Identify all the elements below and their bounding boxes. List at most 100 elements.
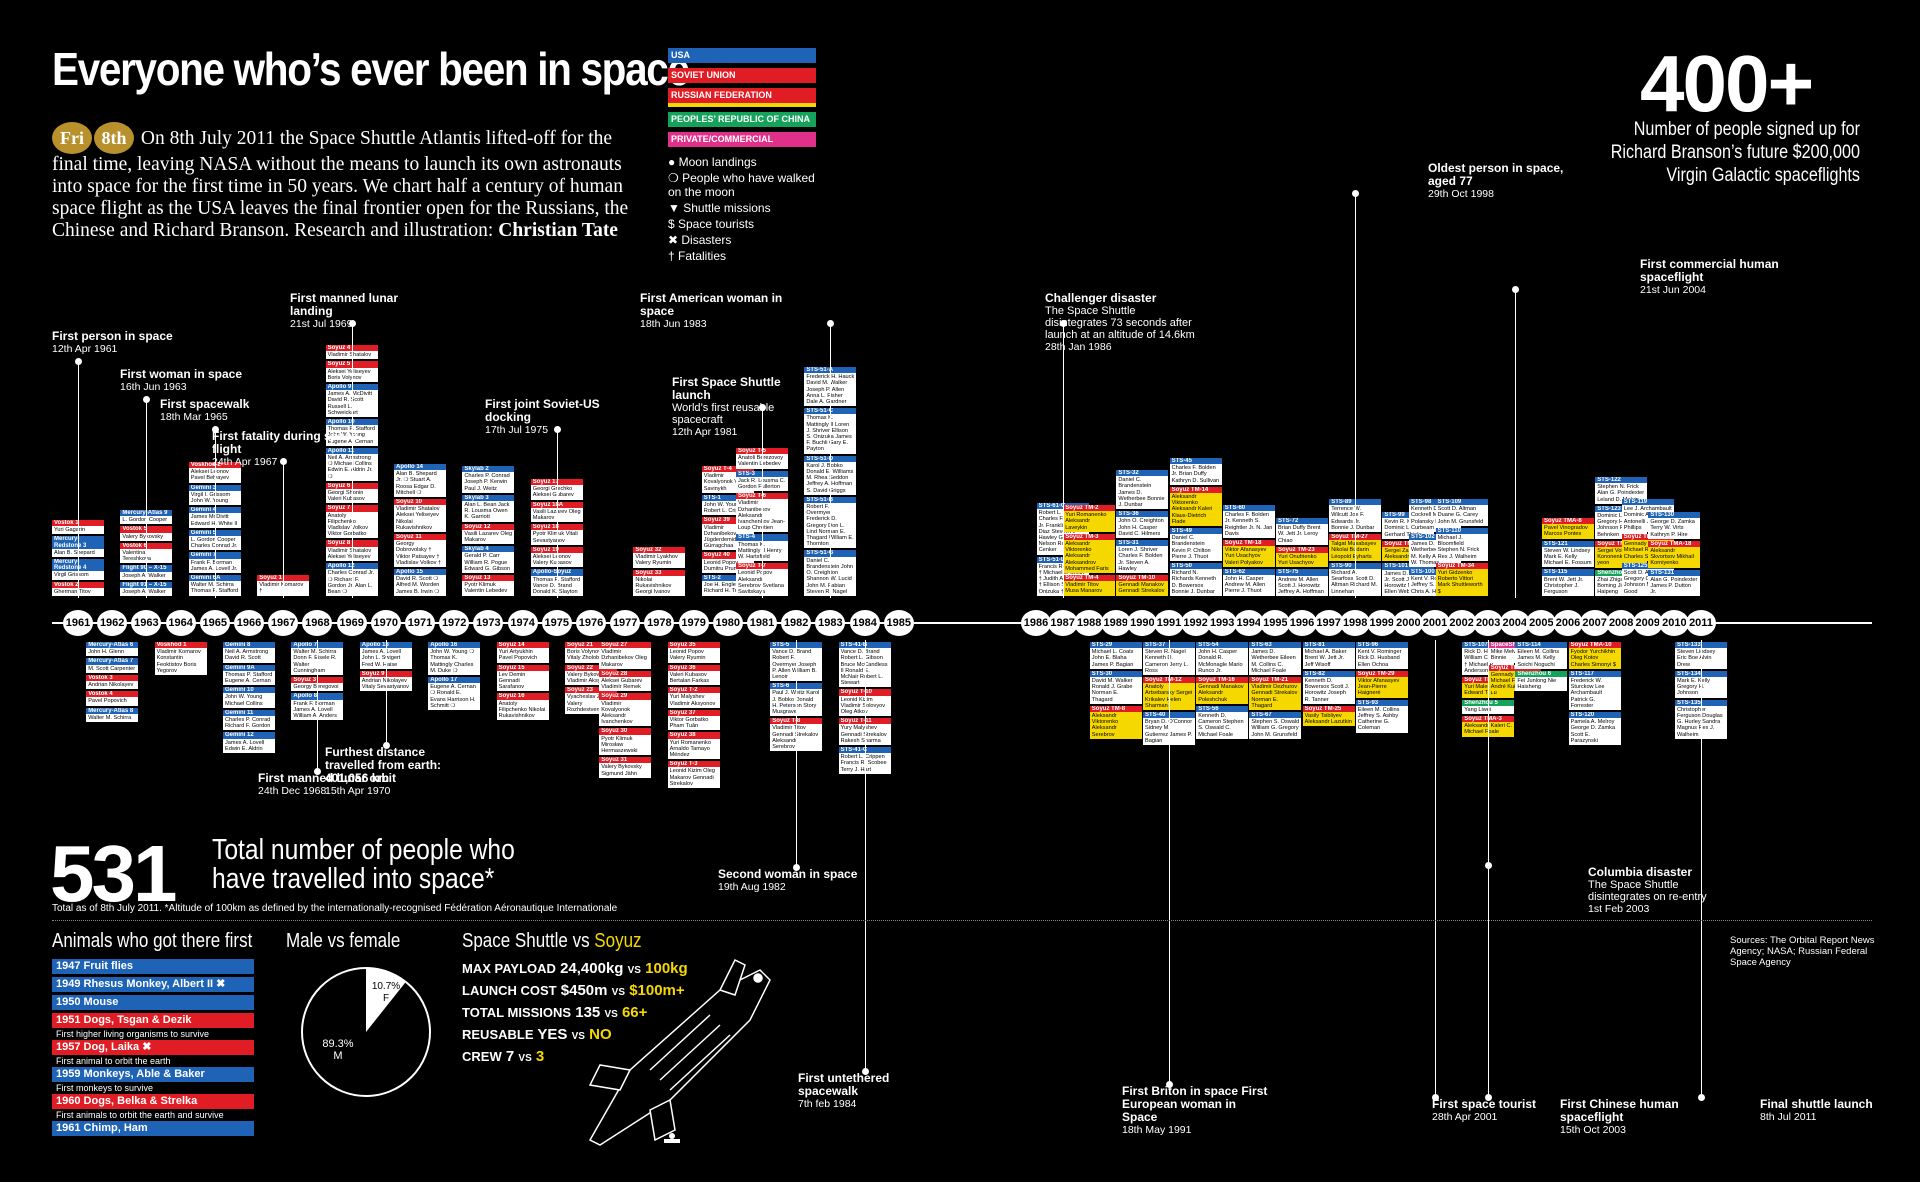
mission-name: Skylab 4 [462, 546, 515, 553]
legend-symbol: $ Space tourists [668, 217, 755, 231]
stat-531-note: Total as of 8th July 2011. *Altitude of … [52, 903, 618, 914]
crew-names: Aleksandr Viktorenko Aleksandr Aleksandr… [1065, 541, 1109, 572]
mission-name: STS-93 [1355, 699, 1408, 706]
mission-name: STS-36 [1116, 511, 1169, 518]
crew-names: Aleksei Gubarev Vladimír Remek [601, 678, 643, 691]
crew-names: Michael A. Baker Brent W. Jett Jr. Jeff … [1304, 649, 1347, 668]
mission-name: Soyuz TM-3 [1063, 533, 1116, 541]
mission-cell: STS-63 James D. Wetherbee Eileen M. Colli… [1249, 642, 1302, 676]
animals-heading: Animals who got there first [52, 930, 253, 952]
milestone-dot [1485, 1094, 1493, 1101]
crew-names: Nikolai Rukavishnikov Georgi Ivanov [635, 576, 672, 596]
mission-column: STS-109 Scott D. Altman Duane G. Carey Jo… [1435, 499, 1488, 598]
year-marker: 1977 [610, 610, 641, 636]
legend-symbol: ❍ People who have walked on the moon [668, 171, 815, 199]
milestone-subtitle: World’s first reusable spacecraft [672, 402, 775, 426]
milestone-leader-line [1169, 640, 1170, 1085]
crew-names: Frank F. Borman James A. Lovell William … [293, 700, 337, 720]
milestone-dot [1166, 1081, 1173, 1088]
milestone-date: 8th Jul 2011 [1760, 1111, 1817, 1123]
crew-names: Georgy Dobrovolsky † Viktor Patsayev † V… [396, 541, 442, 566]
crew-names: Richard A. Searfoss Scott D. Altman Rich… [1331, 570, 1378, 595]
comparison-label: TOTAL MISSIONS [462, 1005, 572, 1020]
milestone-second-woman: Second woman in space 19th Aug 1982 [718, 868, 868, 893]
mission-column: Soyuz 32 Vladimir Lyakhov Valery Ryumin So… [633, 547, 686, 598]
animal-row: 1961 Chimp, Ham [52, 1121, 254, 1136]
animal-row: 1957 Dog, Laika ✖ [52, 1040, 254, 1055]
milestone-title: First Briton in space First European wom… [1122, 1084, 1268, 1124]
year-marker: 1974 [507, 610, 538, 636]
crew-names: Thomas P. Stafford Eugene A. Cernan [225, 671, 273, 685]
crew-names: Yuri Malyshev Vladimir Aksyonov [669, 694, 716, 707]
mission-cell: STS-45 Charles F. Bolden Jr. Brian Duffy … [1169, 458, 1222, 485]
mission-cell: Shenzhou 6 Fei Junlong Nie Haisheng [1515, 670, 1568, 692]
legend-band: USA [668, 48, 816, 63]
crew-names: Stephen S. Oswald William G. Gregory Joh… [1251, 719, 1300, 738]
intro-credit: Christian Tate [498, 220, 618, 241]
crew-names: Gennadi Manakov Aleksandr Poleshchuk [1198, 684, 1244, 703]
year-marker: 1973 [473, 610, 504, 636]
milestone-title: First woman in space [120, 367, 243, 381]
mission-cell: Soyuz 36 Valeri Kubasov Bertalan Farkas [667, 664, 720, 686]
crew-names: Pamela A. Melroy George D. Zamka Scott E… [1570, 719, 1616, 744]
milestone-leader-line [385, 640, 387, 746]
crew-names: Charles P. Conrad Joseph P. Kerwin Paul … [464, 473, 510, 492]
year-marker: 1986 [1021, 610, 1051, 636]
mission-cell: STS-36 John O. Creighton John H. Casper D… [1116, 511, 1169, 539]
milestone-first-soviet-us: First joint Soviet-US docking 17th Jul 19… [485, 398, 635, 436]
year-marker: 1990 [1127, 610, 1158, 636]
mission-cell: Soyuz T-3 Leonid Kizim Oleg Makarov Genna… [667, 761, 720, 789]
mission-name: Voskhod 1 [154, 642, 207, 649]
year-marker: 1981 [747, 610, 777, 636]
milestone-date: 18th Mar 1965 [160, 411, 228, 423]
crew-names: Charles P. Conrad Richard F. Gordon [225, 717, 271, 730]
milestone-title: First commercial human spaceflight [1640, 257, 1779, 284]
mission-name: Apollo 17 [428, 677, 481, 684]
mission-name: Soyuz TM-16 [1196, 677, 1249, 684]
stat-400-text: Number of people signed up for Richard B… [1610, 119, 1860, 186]
crew-names: Daniel C. Brandenstein John O. Creighton… [806, 557, 854, 595]
milestone-first-commercial: First commercial human spaceflight 21st J… [1640, 258, 1790, 296]
year-marker: 1988 [1074, 610, 1105, 636]
crew-names: Thomas K. Mattingly II Henry W. Hartsfie… [738, 541, 782, 561]
crew-names: Frank F. Borman James A. Lovell Jr. [190, 559, 238, 572]
crew-names: Kevin R. Kregel Dominic L. Gorie Gerhard… [1384, 519, 1427, 538]
mission-name: STS-1 [701, 494, 754, 502]
mission-cell: Skylab 3 Alan L. Bean Jack R. Lousma Owen… [462, 494, 515, 522]
mission-cell: STS-29 Michael L. Coats John E. Blaha Jam… [1089, 642, 1142, 669]
year-marker: 1994 [1233, 610, 1264, 636]
crew-names: Michael J. Bloomfield Stephen N. Frick R… [1437, 535, 1480, 560]
mission-column: Apollo 7 Walter M. Schirra Donn F. Eisele… [291, 642, 344, 722]
crew-names: Pyotr Klimuk Valentin Lebedev [464, 582, 508, 595]
mission-name: Soyuz TMA-18 [1648, 540, 1701, 548]
mission-cell: Soyuz TMA-18 Aleksandr Skvortsov Mikhail … [1648, 540, 1701, 568]
vs-label: VS [518, 1053, 532, 1064]
crew-names: Steven Lindsey Eric Boe Alvin Drew [1677, 649, 1716, 668]
milestone-dot [1352, 190, 1360, 197]
crew-names: Gennady Padalka Michael Fincke André Kui… [1490, 671, 1536, 691]
year-marker: 1989 [1100, 610, 1131, 636]
stat-531-text-line1: Total number of people who [212, 834, 515, 866]
crew-names: Vladimir Komarov Konstantin Feoktistov B… [156, 649, 201, 674]
crew-names: Sergei Volkov Oleg Kononenko Yi So-yeon [1597, 548, 1645, 567]
crew-names: Kenneth D. Bowersox Scott J. Horowitz Jo… [1304, 678, 1350, 703]
year-marker: 1984 [849, 610, 880, 636]
crew-names: Lee J. Archambault Dominic A. Antonelli … [1623, 506, 1672, 531]
milestone-leader-line [146, 398, 148, 598]
mission-name: Soyuz TM-8 [1089, 705, 1142, 713]
milestone-date: 7th feb 1984 [798, 1098, 857, 1110]
crew-names: Georgi Shonin Valeri Kubasov [327, 490, 365, 503]
mission-name: STS-96 [1355, 642, 1408, 649]
animals-panel: Animals who got there first 1947 Fruit f… [52, 930, 254, 1139]
crew-names: Leonid Kizim Vladimir Solovyov Oleg Atko… [840, 696, 886, 716]
crew-names: Steven W. Lindsey Mark E. Kelly Michael … [1544, 547, 1592, 567]
mission-cell: Vostok 3 Andrian Nikolayev [86, 674, 139, 690]
crew-names: Paul J. Weitz Karol J. Bobko Donald H. P… [772, 690, 820, 716]
year-marker: 2011 [1686, 610, 1716, 636]
comparison-label: MAX PAYLOAD [462, 961, 556, 976]
mission-name: STS-30 [1089, 670, 1142, 678]
date-badge: 8th [94, 122, 134, 154]
mission-name: Soyuz 27 [599, 642, 652, 649]
milestone-title: Challenger disaster [1045, 291, 1157, 305]
mission-cell: STS-50 Richard N. Richards Kenneth D. Bow… [1169, 563, 1222, 597]
